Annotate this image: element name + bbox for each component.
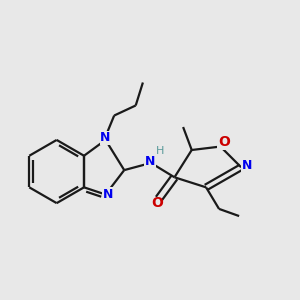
Text: N: N	[100, 131, 111, 144]
Text: N: N	[242, 159, 252, 172]
Text: N: N	[103, 188, 113, 201]
Text: O: O	[218, 135, 230, 149]
Text: O: O	[151, 196, 163, 210]
Text: N: N	[145, 155, 155, 168]
Text: H: H	[156, 146, 164, 156]
